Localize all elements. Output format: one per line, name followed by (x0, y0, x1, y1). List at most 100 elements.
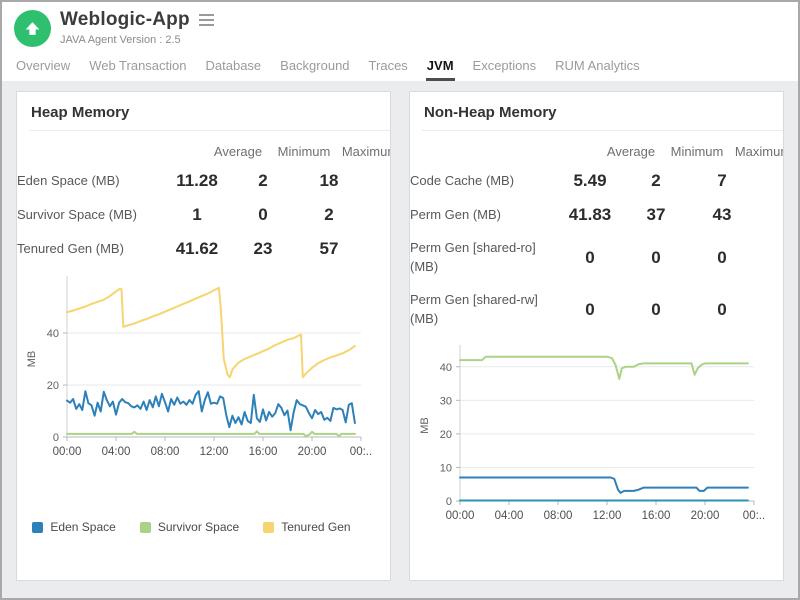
legend-label: Survivor Space (157, 520, 240, 534)
svg-text:12:00: 12:00 (200, 446, 229, 458)
metric-row-survivor-space-mb: Survivor Space (MB) 1 0 2 (17, 198, 390, 232)
metric-value: 0 (651, 247, 661, 267)
legend-item-eden-space[interactable]: Eden Space (32, 520, 116, 534)
non-heap-memory-legend: Code CachePerm GenPerm Gen [shared-ro]Pe… (458, 578, 783, 580)
metric-value: 0 (258, 205, 268, 224)
legend-label: Perm Gen (585, 578, 640, 580)
svg-text:00:00: 00:00 (53, 446, 82, 458)
metric-value: 2 (258, 171, 268, 190)
svg-text:0: 0 (53, 432, 59, 444)
metric-row-perm-gen-mb: Perm Gen (MB) 41.83 37 43 (410, 198, 783, 232)
legend-label: Code Cache (476, 578, 543, 580)
svg-text:00:00: 00:00 (446, 510, 475, 522)
legend-label: Tenured Gen (281, 520, 351, 534)
legend-item-survivor-space[interactable]: Survivor Space (139, 520, 240, 534)
column-header-minimum: Minimum (277, 143, 331, 159)
metric-value: 7 (717, 171, 727, 190)
tab-background[interactable]: Background (280, 58, 350, 73)
legend-item-perm-gen[interactable]: Perm Gen (566, 578, 640, 580)
table-header-row: Average Minimum Maximum (410, 138, 783, 164)
svg-text:0: 0 (446, 496, 452, 508)
tab-database[interactable]: Database (205, 58, 262, 73)
up-arrow-icon (25, 22, 40, 35)
svg-text:08:00: 08:00 (544, 510, 573, 522)
metric-label: Eden Space (MB) (17, 172, 120, 188)
metric-value: 2 (324, 205, 334, 224)
svg-text:20: 20 (440, 429, 452, 441)
svg-text:08:00: 08:00 (151, 446, 180, 458)
svg-text:20: 20 (47, 380, 59, 392)
metric-label: Perm Gen [shared-rw] (MB) (410, 291, 538, 326)
metric-row-tenured-gen-mb: Tenured Gen (MB) 41.62 23 57 (17, 232, 390, 266)
heap-memory-chart: 0 20 40 00:00 04:00 08:00 12:00 16:00 20:00 00:..… (26, 276, 372, 458)
legend-swatch (566, 579, 578, 580)
non-heap-memory-panel: Non-Heap Memory Average Minimum Maximum Cod… (409, 91, 784, 581)
legend-swatch (458, 579, 469, 580)
svg-text:40: 40 (440, 362, 452, 374)
tab-rum-analytics[interactable]: RUM Analytics (555, 58, 640, 73)
heap-memory-chart-wrap: 0 20 40 00:00 04:00 08:00 12:00 16:00 20:00 00:..… (17, 271, 390, 476)
legend-swatch (139, 521, 151, 533)
metric-value: 2 (651, 171, 661, 190)
metric-label: Tenured Gen (MB) (17, 240, 124, 256)
metric-value: 0 (717, 299, 727, 319)
column-header-average: Average (606, 143, 656, 159)
metric-value: 1 (192, 205, 202, 224)
hamburger-icon[interactable] (198, 9, 214, 31)
column-header-average: Average (213, 143, 263, 159)
legend-label: Eden Space (50, 520, 116, 534)
metric-row-code-cache-mb: Code Cache (MB) 5.49 2 7 (410, 164, 783, 198)
divider (422, 130, 783, 131)
heap-memory-legend: Eden Space Survivor Space Tenured Gen (17, 520, 390, 544)
svg-text:00:..: 00:.. (350, 446, 372, 458)
page-title: Weblogic-App (60, 9, 190, 30)
panel-title: Non-Heap Memory (424, 104, 557, 121)
dashboard-content: Heap Memory Average Minimum Maximum Eden Sp… (2, 81, 798, 581)
svg-text:20:00: 20:00 (298, 446, 327, 458)
metric-label: Perm Gen (MB) (410, 206, 502, 222)
tab-jvm[interactable]: JVM (425, 56, 455, 81)
heap-memory-table: Average Minimum Maximum Eden Space (MB) 11.2… (17, 138, 390, 266)
svg-text:16:00: 16:00 (249, 446, 278, 458)
legend-item-tenured-gen[interactable]: Tenured Gen (263, 520, 351, 534)
legend-item-code-cache[interactable]: Code Cache (458, 578, 543, 580)
metric-row-perm-gen-shared-ro-mb: Perm Gen [shared-ro] (MB) 0 0 0 (410, 232, 783, 284)
metric-label: Survivor Space (MB) (17, 206, 137, 222)
non-heap-memory-table: Average Minimum Maximum Code Cache (MB) 5.49… (410, 138, 783, 335)
metric-value: 0 (585, 247, 595, 267)
legend-swatch (32, 521, 44, 533)
tab-overview[interactable]: Overview (16, 58, 71, 73)
metric-row-eden-space-mb: Eden Space (MB) 11.28 2 18 (17, 164, 390, 198)
svg-text:04:00: 04:00 (102, 446, 131, 458)
svg-text:12:00: 12:00 (593, 510, 622, 522)
metric-value: 5.49 (573, 171, 607, 190)
metric-value: 41.62 (175, 239, 219, 258)
tab-exceptions[interactable]: Exceptions (472, 58, 537, 73)
metric-value: 18 (319, 171, 339, 190)
tab-web-transaction[interactable]: Web Transaction (89, 58, 187, 73)
non-heap-memory-chart-wrap: 0 10 20 30 40 00:00 04:00 08:00 12:00 16:00 20:00 0… (410, 340, 783, 540)
column-header-maximum: Maximum (341, 143, 390, 159)
metric-label: Perm Gen [shared-ro] (MB) (410, 240, 536, 274)
metric-value: 57 (319, 239, 339, 258)
metric-value: 11.28 (176, 171, 218, 190)
metric-value: 0 (717, 247, 727, 267)
agent-version-label: JAVA Agent Version : 2.5 (60, 34, 181, 46)
tab-bar: Overview Web Transaction Database Backgroun… (14, 56, 784, 81)
svg-text:40: 40 (47, 328, 59, 340)
panel-title: Heap Memory (31, 104, 130, 121)
svg-text:10: 10 (440, 463, 452, 475)
svg-text:00:..: 00:.. (743, 510, 765, 522)
tab-traces[interactable]: Traces (368, 58, 408, 73)
table-header-row: Average Minimum Maximum (17, 138, 390, 164)
svg-text:MB: MB (419, 418, 431, 435)
legend-swatch (263, 521, 275, 533)
column-header-maximum: Maximum (734, 143, 783, 159)
metric-value: 37 (646, 205, 666, 224)
svg-text:20:00: 20:00 (691, 510, 720, 522)
divider (29, 130, 390, 131)
metric-value: 0 (651, 299, 661, 319)
column-header-minimum: Minimum (670, 143, 724, 159)
metric-label: Code Cache (MB) (410, 172, 515, 188)
metric-row-perm-gen-shared-rw-mb: Perm Gen [shared-rw] (MB) 0 0 0 (410, 284, 783, 336)
